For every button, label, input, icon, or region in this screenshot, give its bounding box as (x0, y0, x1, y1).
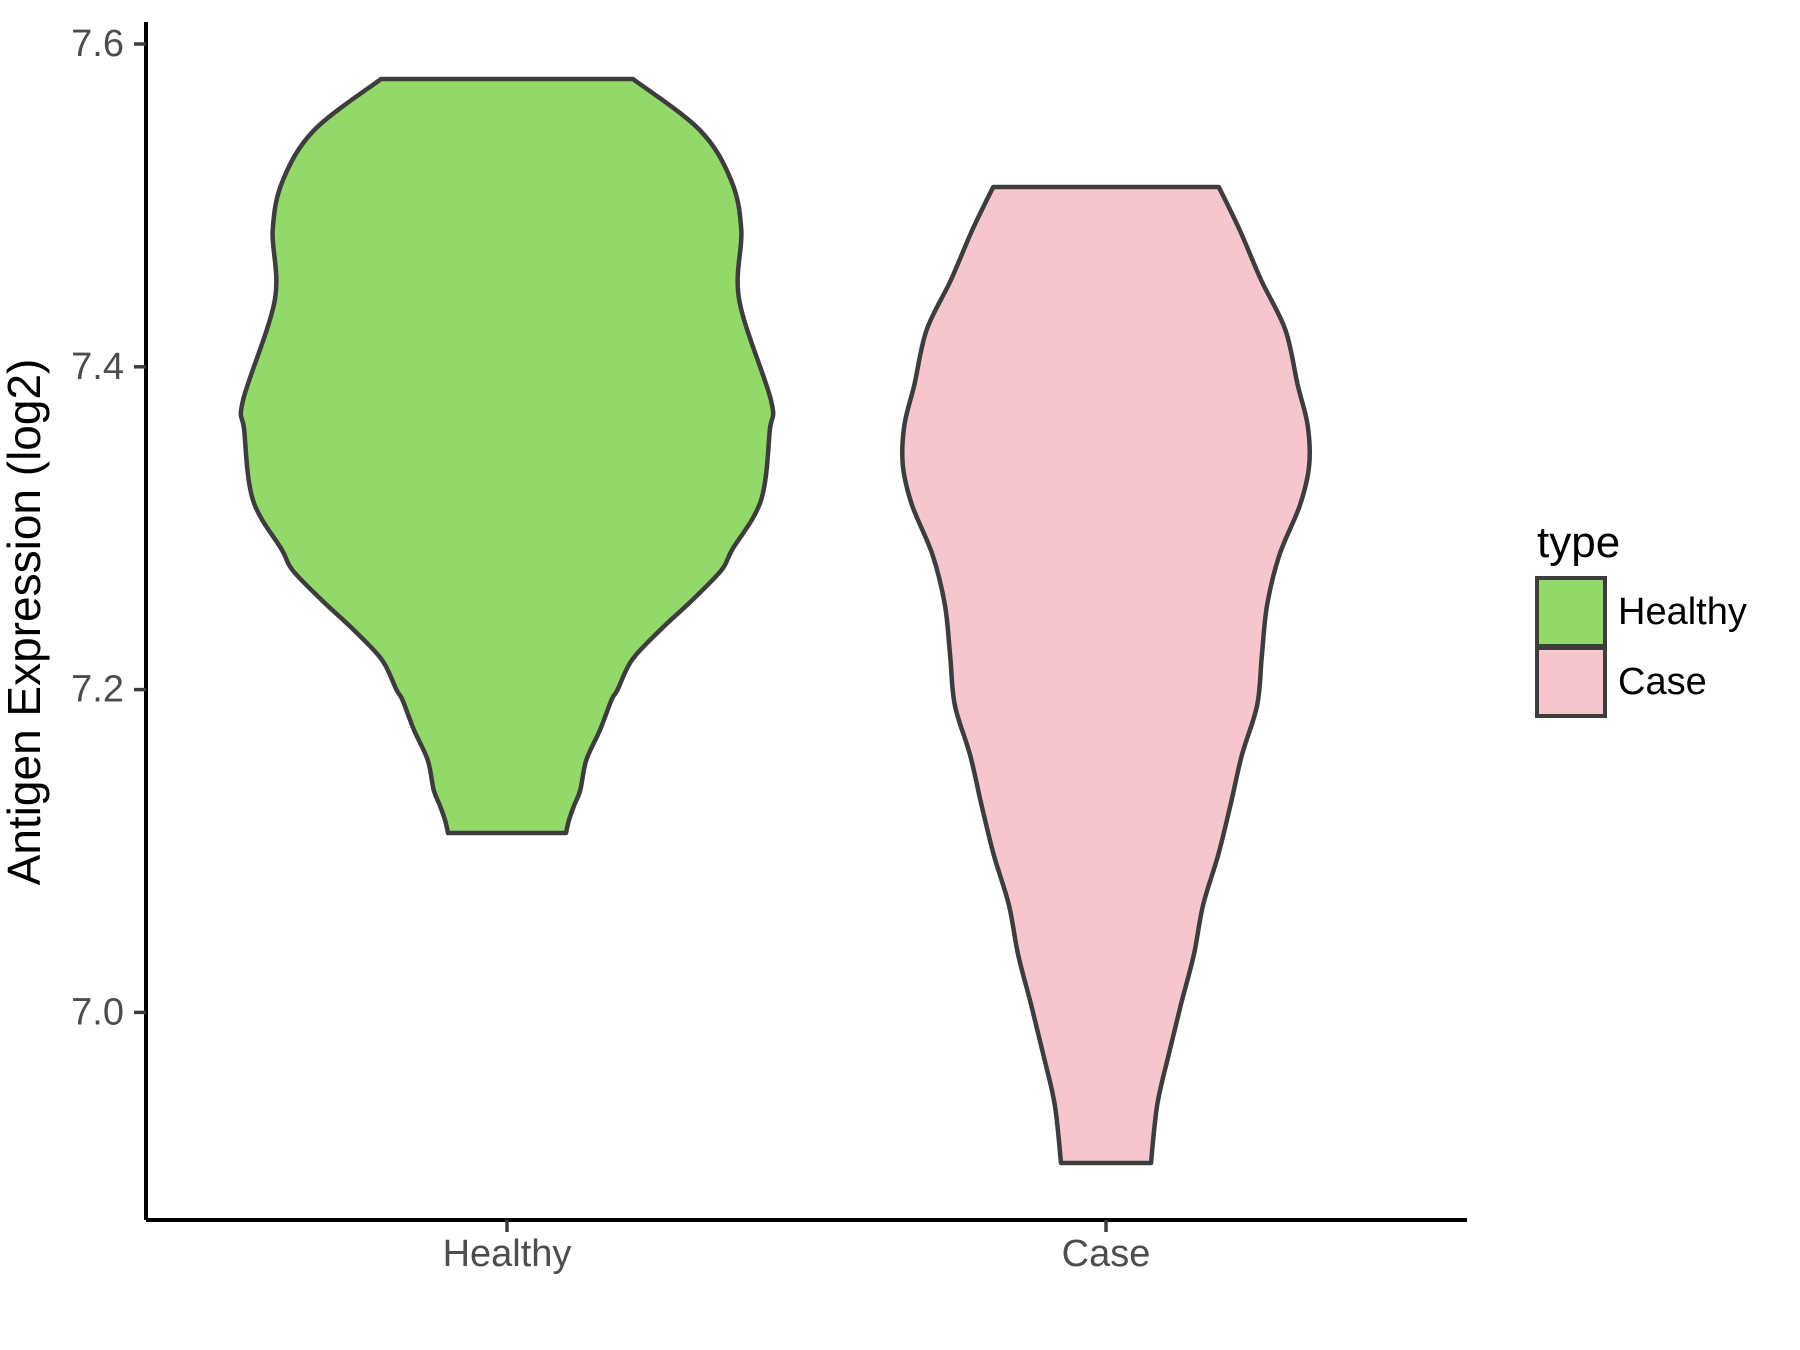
svg-text:7.6: 7.6 (71, 23, 124, 65)
svg-text:Healthy: Healthy (1618, 591, 1747, 633)
svg-text:Case: Case (1618, 661, 1707, 703)
svg-text:7.0: 7.0 (71, 991, 124, 1033)
svg-text:7.2: 7.2 (71, 669, 124, 711)
svg-text:Case: Case (1062, 1233, 1151, 1275)
svg-text:7.4: 7.4 (71, 346, 124, 388)
svg-text:Antigen Expression (log2): Antigen Expression (log2) (0, 359, 50, 886)
svg-text:Healthy: Healthy (443, 1233, 572, 1275)
svg-text:type: type (1537, 518, 1620, 567)
